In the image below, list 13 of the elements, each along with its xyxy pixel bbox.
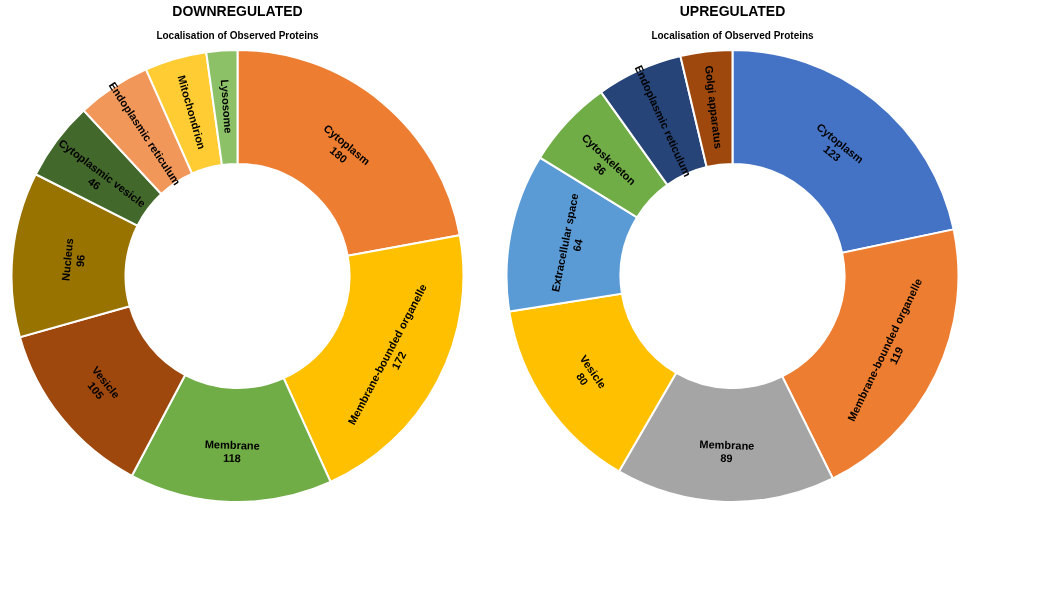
chart-title: UPREGULATED [679, 3, 786, 19]
chart-title: DOWNREGULATED [172, 3, 303, 19]
data-label: 96 [73, 254, 87, 268]
data-label: 118 [222, 451, 241, 465]
data-label: 64 [570, 237, 585, 253]
slice-label: Nucleus [59, 237, 76, 282]
chart-subtitle: Localisation of Observed Proteins [156, 30, 320, 41]
slice-label: Golgi apparatus [702, 64, 725, 150]
slice-label: Membrane [699, 438, 755, 452]
data-label: 89 [720, 451, 733, 465]
slice-label: Lysosome [218, 78, 235, 134]
chart-subtitle: Localisation of Observed Proteins [651, 30, 815, 41]
slice-label: Membrane [204, 438, 260, 452]
